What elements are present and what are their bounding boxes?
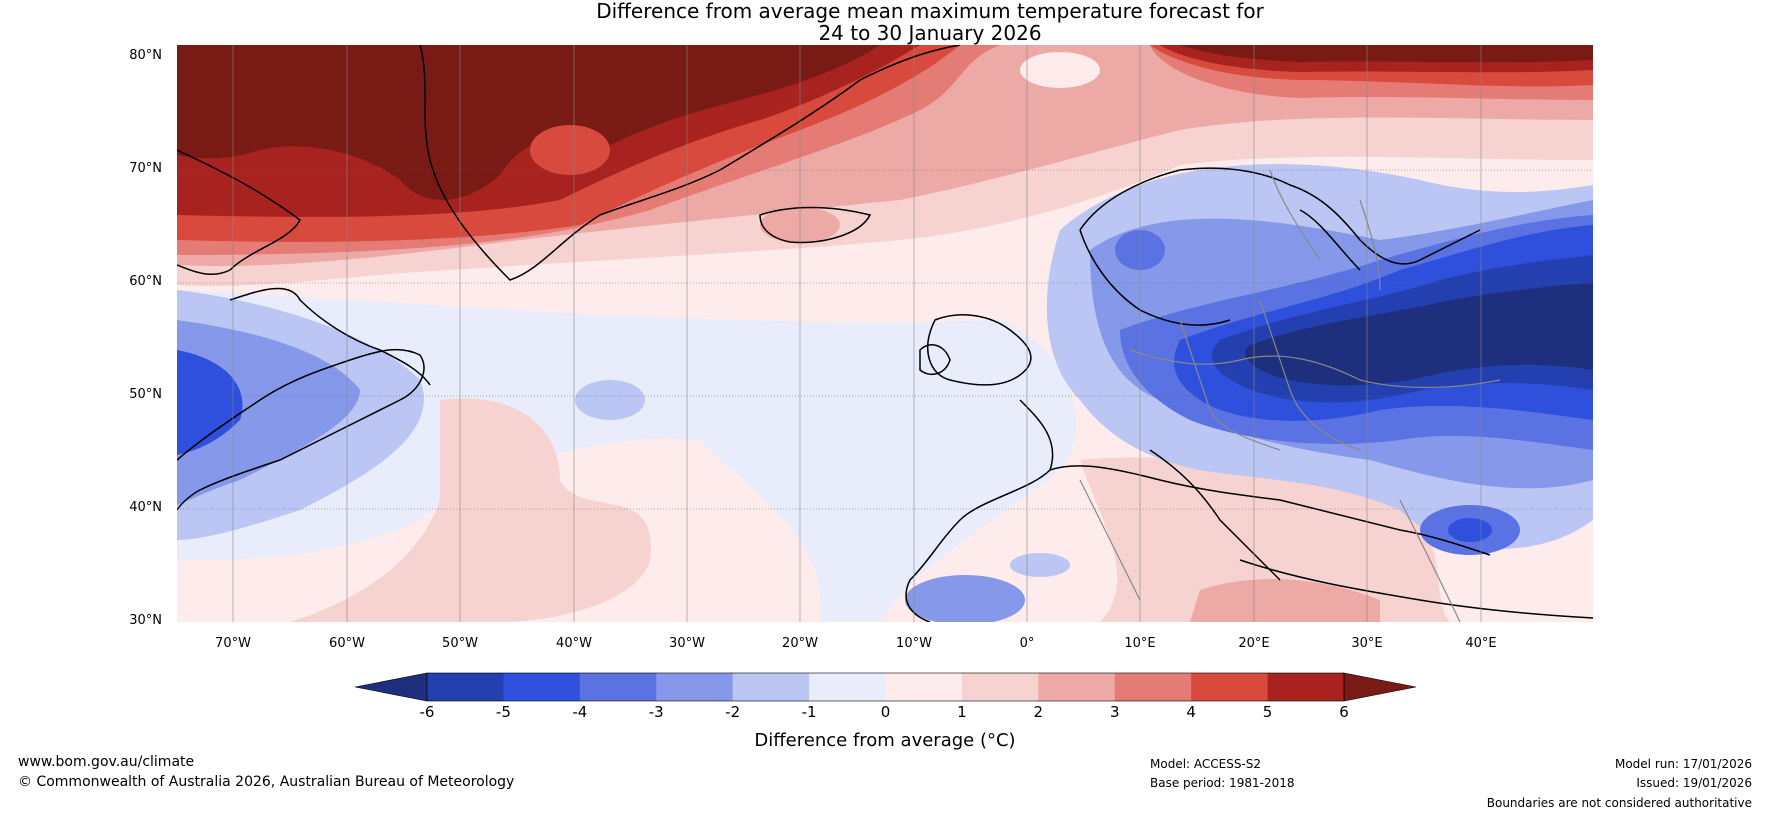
- lon-label-10w: 10°W: [896, 636, 932, 651]
- map-title-line-2: 24 to 30 January 2026: [818, 21, 1042, 45]
- copyright: © Commonwealth of Australia 2026, Austra…: [18, 774, 515, 790]
- meridians: [232, 45, 1482, 622]
- colorbar-label: Difference from average (°C): [754, 730, 1016, 751]
- colorbar-segment: [885, 673, 963, 701]
- colorbar-segment: [1114, 673, 1192, 701]
- colorbar-tick-label: -4: [572, 703, 588, 721]
- colorbar-tick-label: 6: [1339, 703, 1349, 721]
- model-run: Model run: 17/01/2026: [1614, 757, 1752, 771]
- colorbar-extend-high: [1343, 672, 1417, 702]
- colorbar-segment: [961, 673, 1039, 701]
- colorbar-segment: [732, 673, 810, 701]
- lon-label-20e: 20°E: [1238, 636, 1270, 651]
- website-link[interactable]: www.bom.gov.au/climate: [18, 754, 195, 770]
- colorbar-segment: [809, 673, 886, 701]
- anomaly-field: [177, 45, 1593, 622]
- boundaries-disclaimer: Boundaries are not considered authoritat…: [1486, 796, 1752, 810]
- lat-label-50n: 50°N: [129, 387, 162, 402]
- colorbar-tick-label: -6: [419, 703, 435, 721]
- lon-label-40e: 40°E: [1465, 636, 1497, 651]
- lon-label-30e: 30°E: [1351, 636, 1383, 651]
- lon-label-10e: 10°E: [1124, 636, 1156, 651]
- lon-label-60w: 60°W: [329, 636, 365, 651]
- map-title-line-1: Difference from average mean maximum tem…: [596, 0, 1264, 23]
- colorbar-tick-label: -1: [801, 703, 817, 721]
- colorbar-segment: [656, 673, 734, 701]
- colorbar-tick-label: 0: [880, 703, 891, 721]
- colorbar-segment: [427, 673, 504, 701]
- colorbar-tick-label: 3: [1109, 703, 1120, 721]
- colorbar-tick-label: 5: [1262, 703, 1273, 721]
- issued-date: Issued: 19/01/2026: [1636, 776, 1752, 790]
- country-borders: [1079, 169, 1501, 622]
- model-name: Model: ACCESS-S2: [1150, 757, 1262, 771]
- lon-label-40w: 40°W: [556, 636, 592, 651]
- colorbar-outline: [426, 672, 1345, 702]
- graticule: [177, 169, 1593, 510]
- lon-label-70w: 70°W: [215, 636, 251, 651]
- colorbar-segment: [579, 673, 657, 701]
- colorbar-segment: [503, 673, 581, 701]
- lon-label-50w: 50°W: [442, 636, 478, 651]
- lon-label-0: 0°: [1019, 636, 1035, 651]
- colorbar-segment: [1267, 673, 1345, 701]
- lat-label-60n: 60°N: [129, 274, 162, 289]
- colorbar-tick-label: -5: [495, 703, 511, 721]
- colorbar-tick-label: 1: [957, 703, 967, 721]
- lat-label-80n: 80°N: [129, 48, 162, 63]
- colorbar-tick-label: 2: [1033, 703, 1044, 721]
- colorbar: [354, 672, 1417, 702]
- lat-label-40n: 40°N: [129, 500, 162, 515]
- colorbar-tick-label: -3: [648, 703, 664, 721]
- base-period: Base period: 1981-2018: [1150, 776, 1295, 790]
- colorbar-tick-label: 4: [1186, 703, 1196, 721]
- colorbar-segment: [1191, 673, 1269, 701]
- lon-label-20w: 20°W: [782, 636, 818, 651]
- lon-label-30w: 30°W: [669, 636, 705, 651]
- colorbar-tick-label: -2: [725, 703, 741, 721]
- lat-label-30n: 30°N: [129, 613, 162, 628]
- colorbar-segment: [1038, 673, 1116, 701]
- lat-label-70n: 70°N: [129, 161, 162, 176]
- colorbar-extend-low: [354, 672, 428, 702]
